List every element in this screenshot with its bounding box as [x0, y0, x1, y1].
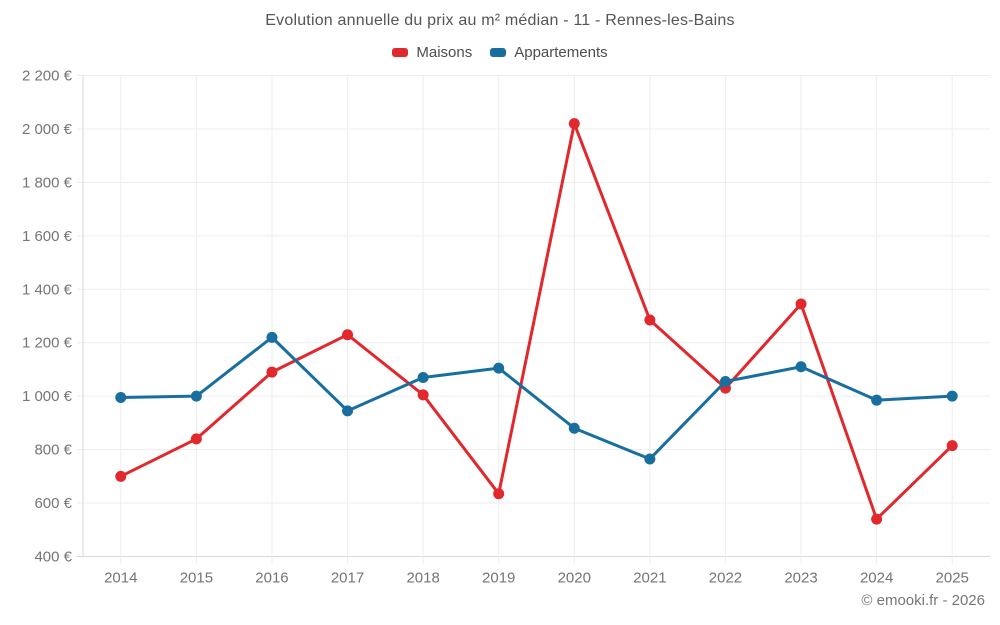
- data-point-maisons-2023[interactable]: [795, 298, 807, 310]
- data-point-maisons-2021[interactable]: [644, 314, 656, 326]
- y-axis-tick-label: 1 000 €: [22, 388, 73, 405]
- data-point-appartements-2022[interactable]: [719, 375, 731, 387]
- data-point-maisons-2015[interactable]: [190, 433, 202, 445]
- legend-item-appartements[interactable]: Appartements: [490, 44, 608, 61]
- legend-item-maisons[interactable]: Maisons: [392, 44, 472, 61]
- y-axis-tick-label: 2 000 €: [22, 121, 73, 138]
- data-point-appartements-2021[interactable]: [644, 453, 656, 465]
- chart-title: Evolution annuelle du prix au m² médian …: [265, 12, 735, 29]
- data-point-maisons-2024[interactable]: [871, 513, 883, 525]
- y-axis-tick-label: 400 €: [34, 549, 72, 566]
- chart-legend: Maisons Appartements: [0, 44, 1000, 61]
- y-axis-tick-label: 1 400 €: [22, 281, 73, 298]
- x-axis-tick-label: 2025: [936, 570, 969, 587]
- y-axis-tick-label: 1 800 €: [22, 174, 73, 191]
- legend-label: Maisons: [416, 44, 473, 61]
- data-point-maisons-2014[interactable]: [115, 470, 127, 482]
- data-point-maisons-2019[interactable]: [493, 488, 505, 500]
- x-axis-tick-label: 2015: [180, 570, 213, 587]
- x-axis-tick-label: 2022: [709, 570, 742, 587]
- x-axis-tick-label: 2017: [331, 570, 364, 587]
- data-point-maisons-2016[interactable]: [266, 366, 278, 378]
- x-axis-tick-label: 2018: [406, 570, 439, 587]
- data-point-maisons-2020[interactable]: [568, 118, 580, 130]
- data-point-appartements-2015[interactable]: [190, 390, 202, 402]
- copyright-text: © emooki.fr - 2026: [861, 592, 985, 609]
- y-axis-tick-label: 1 200 €: [22, 335, 73, 352]
- data-point-appartements-2016[interactable]: [266, 331, 278, 343]
- data-point-appartements-2014[interactable]: [115, 392, 127, 404]
- data-point-appartements-2017[interactable]: [342, 405, 354, 417]
- y-axis-tick-label: 600 €: [34, 495, 72, 512]
- data-point-appartements-2018[interactable]: [417, 371, 429, 383]
- legend-swatch-icon: [392, 48, 409, 57]
- data-point-appartements-2020[interactable]: [568, 422, 580, 434]
- legend-swatch-icon: [490, 48, 507, 57]
- series-line-maisons: [119, 122, 954, 521]
- data-point-appartements-2025[interactable]: [946, 390, 958, 402]
- x-axis-tick-label: 2014: [104, 570, 137, 587]
- data-point-maisons-2018[interactable]: [417, 389, 429, 401]
- y-axis-tick-label: 2 200 €: [22, 68, 73, 85]
- y-axis-tick-label: 1 600 €: [22, 228, 73, 245]
- series-line-appartements: [119, 335, 954, 461]
- data-point-appartements-2023[interactable]: [795, 361, 807, 373]
- y-axis-tick-label: 800 €: [34, 442, 72, 459]
- x-axis-tick-label: 2023: [784, 570, 817, 587]
- data-point-appartements-2024[interactable]: [871, 394, 883, 406]
- x-axis-tick-label: 2021: [633, 570, 666, 587]
- data-point-maisons-2025[interactable]: [946, 440, 958, 452]
- x-axis-tick-label: 2024: [860, 570, 893, 587]
- x-axis-tick-label: 2019: [482, 570, 515, 587]
- legend-label: Appartements: [514, 44, 608, 61]
- data-point-appartements-2019[interactable]: [493, 362, 505, 374]
- x-axis-tick-label: 2020: [558, 570, 591, 587]
- x-axis-tick-label: 2016: [255, 570, 288, 587]
- data-point-maisons-2017[interactable]: [342, 329, 354, 341]
